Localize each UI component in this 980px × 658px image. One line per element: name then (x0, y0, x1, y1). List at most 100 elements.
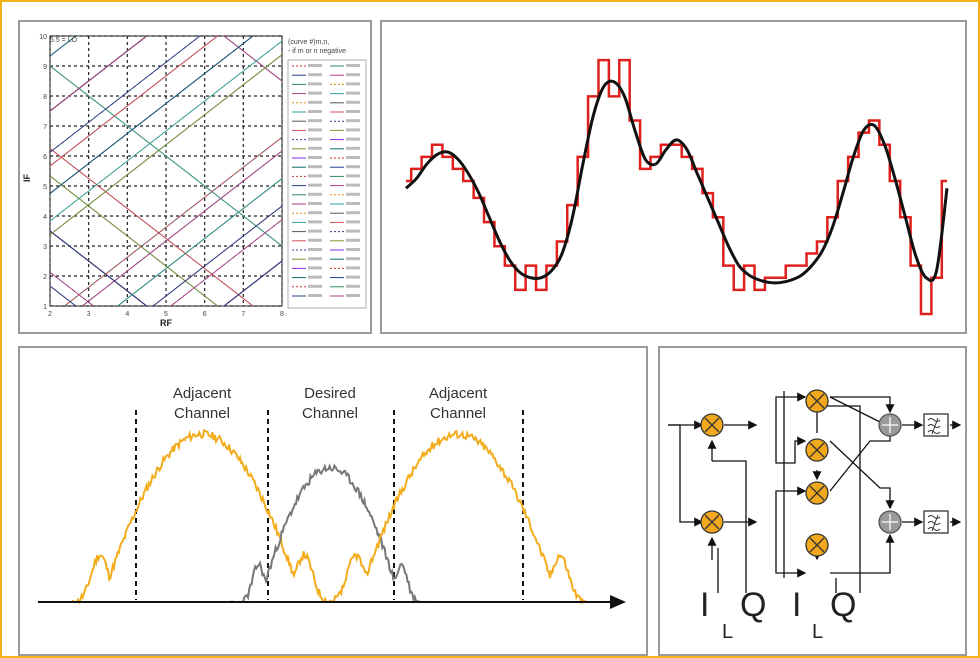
x-tick-label: 6 (203, 311, 207, 318)
y-tick-label: 1 (43, 304, 47, 311)
legend-entry (308, 257, 322, 261)
legend-entry (346, 128, 360, 132)
legend-entry (346, 202, 360, 205)
i-label-2: I (792, 586, 801, 624)
desired-label-1: Desired (304, 385, 356, 402)
mixer-icon-6 (805, 533, 829, 557)
spur-curve (50, 219, 282, 306)
y-tick-label: 8 (43, 94, 47, 101)
waveform-svg (404, 58, 949, 316)
legend-entry (346, 248, 360, 251)
legend-entry (308, 110, 322, 113)
legend-entry (308, 220, 322, 224)
legend-entry (346, 174, 360, 178)
lo-subscript-2: L (812, 621, 823, 643)
analog-smooth-trace (404, 79, 949, 285)
legend-entry (308, 137, 322, 141)
legend-entry (308, 284, 322, 288)
lowpass-filter-icon-1 (923, 413, 949, 437)
y-tick-label: 5 (43, 184, 47, 191)
legend-entry (346, 183, 360, 187)
lo-label: 5.5 = LO (50, 37, 78, 44)
legend-entry (346, 137, 360, 141)
legend-entry (308, 156, 322, 159)
quantized-staircase-trace (406, 58, 947, 316)
legend-entry (308, 128, 322, 132)
legend-entry (308, 64, 322, 67)
adjacent-right-label-2: Channel (430, 405, 486, 422)
legend-entry (308, 275, 322, 279)
spectrum-svg: Adjacent Channel Desired Channel Adjacen… (38, 385, 626, 609)
desired-channel-spectrum (229, 463, 430, 604)
quantized-waveform-panel (380, 20, 967, 334)
legend-entry (308, 174, 322, 178)
legend-entry (346, 284, 360, 288)
legend-entry (308, 119, 322, 123)
desired-label-2: Channel (302, 405, 358, 422)
legend-entry (346, 165, 360, 169)
adjacent-left-label-1: Adjacent (173, 385, 232, 402)
adjacent-channel-right-spectrum (327, 429, 588, 605)
note-line-2: - if m or n negative (288, 48, 346, 55)
x-tick-label: 3 (87, 311, 91, 318)
x-tick-label: 5 (164, 311, 168, 318)
legend-entry (346, 192, 360, 196)
adjacent-left-label-2: Channel (174, 405, 230, 422)
mixer-icon-4 (805, 438, 829, 462)
spur-legend (287, 59, 367, 309)
spur-curve (50, 148, 254, 306)
mixer-diagram-svg: I L Q I L Q (668, 389, 962, 643)
legend-entry (346, 266, 360, 270)
legend-entry (308, 146, 322, 150)
y-axis-label: IF (22, 173, 32, 182)
legend-entry (346, 156, 360, 159)
legend-entry (308, 100, 322, 104)
legend-entry (308, 202, 322, 205)
legend-entry (346, 110, 360, 113)
adjacent-right-label-1: Adjacent (429, 385, 488, 402)
spur-curve (50, 36, 254, 194)
legend-entry (308, 229, 322, 233)
q-label-1: Q (740, 586, 766, 624)
lo-subscript-1: L (722, 621, 733, 643)
mixer-icon-3 (805, 389, 829, 413)
spur-curve (116, 178, 282, 306)
x-axis-label: RF (160, 318, 172, 328)
legend-entry (346, 73, 360, 77)
legend-entry (346, 91, 360, 95)
legend-entry (346, 82, 360, 86)
q-label-2: Q (830, 586, 856, 624)
legend-entry (308, 91, 322, 95)
x-tick-label: 7 (241, 311, 245, 318)
note-line-1: (curve #)m,n, (288, 39, 329, 46)
spur-curve (50, 40, 282, 222)
legend-entry (346, 220, 360, 224)
x-tick-label: 8 (280, 311, 284, 318)
legend-entry (346, 119, 360, 123)
legend-entry (346, 257, 360, 261)
spur-curves (50, 36, 282, 306)
mixer-icon-5 (805, 481, 829, 505)
spur-chart-svg: 5.5 = LO (curve #)m,n, - if m or n negat… (22, 34, 367, 328)
y-tick-label: 6 (43, 154, 47, 161)
legend-entry (346, 238, 360, 242)
mixer-block-diagram-panel: I L Q I L Q (658, 346, 967, 656)
legend-entry (346, 100, 360, 104)
y-tick-label: 4 (43, 214, 47, 221)
legend-entry (308, 248, 322, 251)
adder-icon-1 (878, 413, 902, 437)
x-tick-label: 2 (48, 311, 52, 318)
spur-curve (50, 205, 282, 306)
legend-entry (308, 294, 322, 297)
y-tick-label: 3 (43, 244, 47, 251)
legend-entry (308, 73, 322, 77)
spur-curve (50, 230, 282, 306)
spur-curve (223, 36, 282, 82)
legend-entry (308, 165, 322, 169)
spur-chart-panel: 5.5 = LO (curve #)m,n, - if m or n negat… (18, 20, 372, 334)
legend-entry (308, 238, 322, 242)
legend-entry (308, 192, 322, 196)
legend-entry (308, 266, 322, 270)
